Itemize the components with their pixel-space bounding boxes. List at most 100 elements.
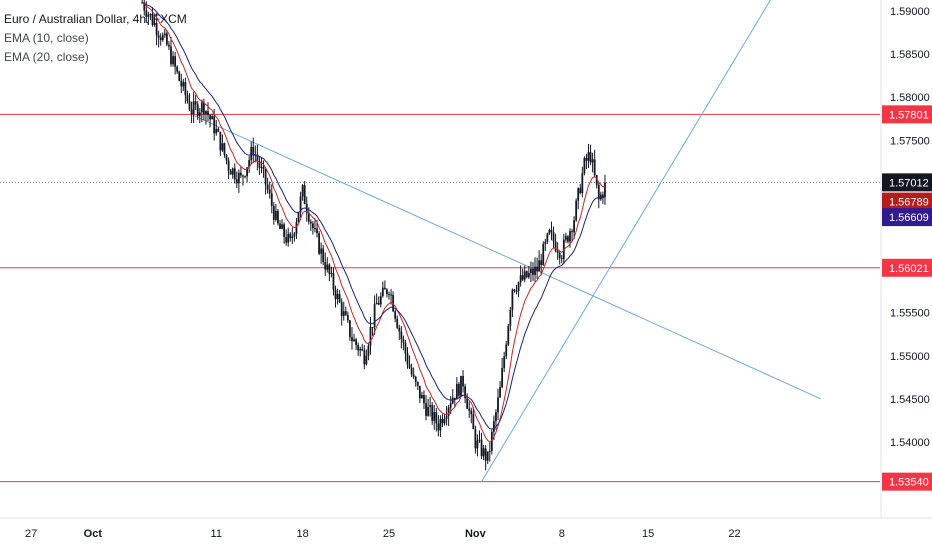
candle-body [472,414,475,430]
candle-body [227,160,230,171]
candle-body [326,264,329,270]
candle-body [532,268,534,275]
candle-body [211,116,214,120]
candle-body [174,56,177,67]
candle-body [340,302,343,317]
candle-body [242,175,244,177]
candle-body [527,272,530,278]
candle-body [435,412,438,424]
candle-body [429,405,432,407]
candle-body [190,109,193,115]
candle-body [231,168,234,175]
candle-body [332,273,335,290]
candle-body [272,205,275,220]
candle-body [291,236,294,239]
candle-body [449,403,452,408]
y-tick-label: 1.59000 [890,6,930,18]
candle-body [359,348,362,351]
candle-body [462,375,464,387]
candle-body [322,248,325,262]
candle-body [357,344,360,351]
candle-body [157,35,160,38]
candle-body [490,431,493,451]
candle-body [546,233,549,242]
level-price-label: 1.57801 [889,109,929,121]
candle-body [486,451,489,461]
candle-body [460,375,462,396]
candle-body [303,185,306,204]
candle-body [567,236,569,242]
candle-body [604,182,606,198]
candle-body [287,233,290,243]
candle-body [458,383,460,396]
candles [141,0,606,471]
x-tick-label: Nov [465,528,487,540]
candle-body [336,294,339,300]
candle-body [431,405,434,421]
candle-body [530,268,532,273]
candle-body [427,406,429,416]
candle-body [235,179,238,184]
candle-body [560,258,563,260]
candle-body [237,172,240,184]
candle-body [194,101,197,105]
candle-body [536,266,538,272]
candle-body [346,315,349,321]
candle-body [328,264,331,274]
legend-symbol: Euro / Australian Dollar, 4h, FXCM [4,12,187,26]
candle-body [182,82,185,87]
candle-body [390,294,392,296]
candle-body [414,376,417,383]
candle-body [548,229,551,234]
candle-body [595,175,598,185]
candle-body [589,152,592,163]
candle-body [324,261,327,270]
ema10-price-label: 1.56789 [889,197,929,209]
ema10-price-label-bg [882,192,932,211]
trendline-ascending [481,0,771,482]
candle-body [505,344,508,357]
candle-body [521,275,524,280]
candle-body [213,116,216,134]
candle-body [470,410,473,415]
candle-body [262,166,265,170]
candle-body [474,429,477,449]
candle-body [283,224,286,238]
y-tick-label: 1.54500 [890,394,930,406]
candle-body [558,252,561,259]
level-price-label-bg [882,105,932,124]
chart-legend: Euro / Australian Dollar, 4h, FXCM EMA (… [4,10,187,67]
candle-body [330,273,333,275]
candle-body [515,290,518,292]
candle-body [468,408,471,411]
candle-body [418,385,421,399]
candle-body [266,184,269,190]
candle-body [361,348,364,351]
candle-body [507,325,510,345]
candle-body [377,302,380,305]
candle-body [268,189,271,194]
candle-body [161,35,164,41]
candle-body [153,22,156,25]
candle-body [425,403,427,416]
candle-body [334,289,337,300]
candle-body [252,146,255,156]
candle-body [260,166,263,168]
candle-body [464,386,466,399]
candle-body [585,158,588,161]
candle-body [591,159,594,163]
candle-body [184,82,187,96]
candle-body [367,345,370,356]
candle-body [186,95,189,101]
candle-body [180,80,183,87]
candle-body [155,22,158,36]
candle-body [217,128,220,132]
candle-body [601,194,604,198]
candle-body [229,170,232,175]
candle-body [503,356,506,369]
candle-body [209,115,211,120]
candle-body [314,228,316,230]
candle-body [581,173,584,193]
candle-body [455,383,458,400]
